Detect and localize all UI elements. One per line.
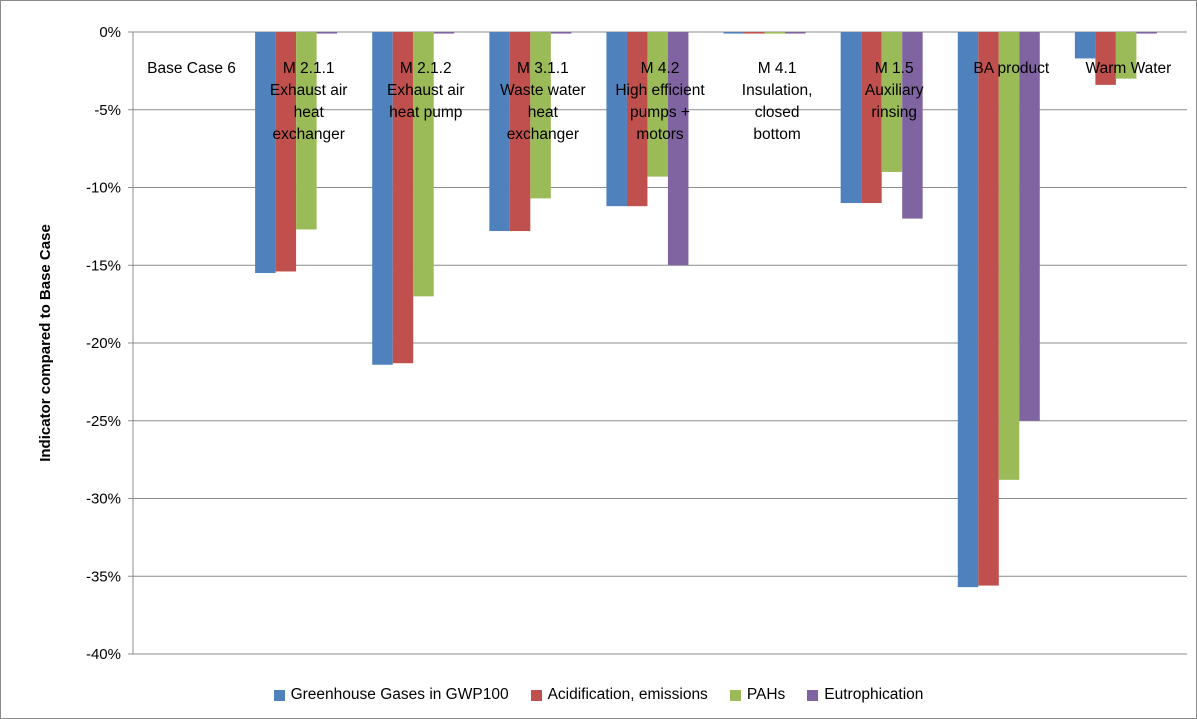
x-category-label-line: M 3.1.1 bbox=[517, 60, 569, 77]
bar bbox=[667, 32, 689, 266]
bar bbox=[723, 32, 745, 34]
y-tick-label: -5% bbox=[94, 102, 121, 119]
bar bbox=[957, 32, 979, 588]
legend-swatch-pahs bbox=[729, 689, 741, 701]
x-category-label: M 2.1.2 Exhaust air heat pump bbox=[387, 60, 465, 121]
x-category-label-line: heat pump bbox=[389, 104, 462, 121]
legend-label-eutrophication: Eutrophication bbox=[824, 686, 924, 703]
x-category-label-line: Waste water bbox=[500, 82, 586, 99]
bar bbox=[316, 32, 338, 34]
bar bbox=[978, 32, 999, 586]
bar bbox=[647, 32, 668, 177]
y-tick-label: -25% bbox=[86, 413, 121, 430]
bar bbox=[530, 32, 551, 199]
x-category-label-line: M 2.1.2 bbox=[400, 60, 452, 77]
x-category-label-line: Auxiliary bbox=[865, 82, 924, 99]
bar bbox=[550, 32, 572, 34]
x-category-label-line: Insulation, bbox=[742, 82, 813, 99]
bar bbox=[840, 32, 862, 204]
legend-swatch-ghg bbox=[273, 689, 285, 701]
x-category-label: M 4.1 Insulation, closed bottom bbox=[742, 60, 813, 143]
y-tick-label: -20% bbox=[86, 335, 121, 352]
x-category-label-line: M 1.5 bbox=[875, 60, 914, 77]
x-category-label-line: heat bbox=[294, 104, 325, 121]
x-category-label-line: heat bbox=[528, 104, 559, 121]
y-tick-label: -30% bbox=[86, 491, 121, 508]
y-axis-title: Indicator compared to Base Case bbox=[37, 224, 54, 462]
x-category-label-line: BA product bbox=[973, 60, 1050, 77]
bar bbox=[902, 32, 923, 219]
x-category-label: M 1.5 Auxiliary rinsing bbox=[865, 60, 924, 121]
x-category-label-line: exchanger bbox=[272, 126, 344, 143]
x-category-label-line: closed bbox=[755, 104, 800, 121]
bar bbox=[744, 32, 765, 34]
y-tick-label: -10% bbox=[86, 180, 121, 197]
bar bbox=[998, 32, 1020, 480]
y-tick-label: -35% bbox=[86, 568, 121, 585]
x-category-label-line: exchanger bbox=[507, 126, 579, 143]
bar bbox=[413, 32, 434, 297]
x-category-label-line: High efficient bbox=[615, 82, 705, 99]
x-category-label: M 3.1.1 Waste water heat exchanger bbox=[500, 60, 586, 143]
legend: Greenhouse Gases in GWP100 Acidification… bbox=[0, 684, 1197, 706]
bar bbox=[1136, 32, 1157, 34]
x-category-label: Base Case 6 bbox=[147, 60, 236, 77]
x-category-label-line: M 2.1.1 bbox=[283, 60, 335, 77]
bar bbox=[509, 32, 531, 232]
legend-label-acidification: Acidification, emissions bbox=[547, 686, 708, 703]
legend-label-ghg: Greenhouse Gases in GWP100 bbox=[290, 686, 509, 703]
x-category-label: BA product bbox=[973, 60, 1050, 77]
legend-item-ghg: Greenhouse Gases in GWP100 bbox=[273, 686, 509, 704]
bar bbox=[372, 32, 393, 365]
x-category-label-line: Warm Water bbox=[1086, 60, 1172, 77]
bar bbox=[1115, 32, 1137, 79]
x-category-label-line: M 4.2 bbox=[641, 60, 680, 77]
bar bbox=[275, 32, 297, 272]
y-tick-label: 0% bbox=[99, 24, 121, 41]
bar bbox=[489, 32, 510, 232]
bar bbox=[1019, 32, 1040, 421]
bar bbox=[606, 32, 627, 207]
bar bbox=[296, 32, 317, 230]
bar bbox=[881, 32, 903, 172]
bar bbox=[392, 32, 414, 364]
bar bbox=[785, 32, 806, 34]
bar bbox=[861, 32, 882, 204]
legend-swatch-eutrophication bbox=[807, 689, 819, 701]
x-category-label-line: M 4.1 bbox=[758, 60, 797, 77]
bar bbox=[1095, 32, 1116, 85]
bar bbox=[764, 32, 786, 34]
legend-swatch-acidification bbox=[530, 689, 542, 701]
bar bbox=[255, 32, 276, 274]
legend-item-acidification: Acidification, emissions bbox=[530, 686, 708, 704]
bar bbox=[626, 32, 648, 207]
x-category-label: M 4.2 High efficient pumps + motors bbox=[615, 60, 705, 143]
x-category-label-line: pumps + bbox=[630, 104, 690, 121]
legend-item-eutrophication: Eutrophication bbox=[807, 686, 923, 704]
x-category-label: M 2.1.1 Exhaust air heat exchanger bbox=[270, 60, 348, 143]
x-category-label-line: Exhaust air bbox=[387, 82, 465, 99]
x-category-label-line: motors bbox=[636, 126, 684, 143]
bar bbox=[433, 32, 455, 34]
y-tick-label: -40% bbox=[86, 646, 121, 663]
x-category-label: Warm Water bbox=[1086, 60, 1172, 77]
x-category-label-line: Exhaust air bbox=[270, 82, 348, 99]
x-category-label-line: Base Case 6 bbox=[147, 60, 236, 77]
x-category-label-line: bottom bbox=[753, 126, 800, 143]
legend-item-pahs: PAHs bbox=[729, 686, 786, 704]
y-tick-label: -15% bbox=[86, 257, 121, 274]
bar bbox=[1074, 32, 1096, 59]
legend-label-pahs: PAHs bbox=[746, 686, 786, 703]
x-category-label-line: rinsing bbox=[871, 104, 917, 121]
